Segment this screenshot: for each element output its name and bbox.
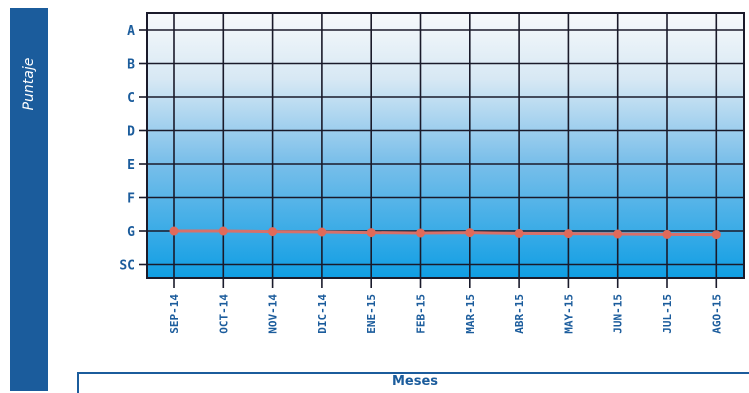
data-point bbox=[465, 228, 475, 238]
data-point bbox=[563, 229, 573, 239]
data-point bbox=[218, 226, 228, 236]
x-tick-label: MAR-15 bbox=[464, 294, 477, 334]
x-tick-label: FEB-15 bbox=[415, 294, 428, 334]
y-tick-label: E bbox=[127, 158, 135, 173]
series-line bbox=[174, 229, 717, 237]
y-tick-label: G bbox=[127, 225, 135, 240]
data-point bbox=[169, 226, 179, 236]
data-point bbox=[613, 229, 623, 239]
data-point bbox=[416, 228, 425, 238]
plot-area bbox=[146, 12, 745, 279]
x-tick-label: ABR-15 bbox=[513, 294, 526, 334]
data-points bbox=[169, 226, 721, 240]
x-tick-label: SEP-14 bbox=[168, 294, 181, 334]
x-tick-label: JUL-15 bbox=[661, 294, 674, 334]
data-point bbox=[366, 228, 376, 238]
x-tick-label: MAY-15 bbox=[562, 294, 575, 334]
x-tick-label: DIC-14 bbox=[316, 294, 329, 334]
data-point bbox=[662, 229, 672, 239]
x-tick-label: AGO-15 bbox=[710, 294, 723, 334]
x-tick-label: OCT-14 bbox=[217, 294, 230, 334]
x-ticks: SEP-14 OCT-14 NOV-14 DIC-14 ENE-15 FEB-15 MAR-… bbox=[168, 278, 723, 334]
y-tick-label: C bbox=[127, 91, 135, 106]
y-tick-label: A bbox=[127, 24, 135, 39]
y-tick-label: SC bbox=[119, 259, 135, 274]
x-tick-label: ENE-15 bbox=[365, 294, 378, 334]
data-point bbox=[514, 228, 524, 238]
y-axis-title-bar: Puntaje bbox=[10, 8, 48, 391]
x-axis-title: Meses bbox=[391, 374, 439, 389]
data-point bbox=[268, 227, 278, 237]
data-point bbox=[317, 227, 327, 237]
y-tick-label: D bbox=[127, 125, 135, 140]
y-tick-label: F bbox=[127, 192, 135, 207]
x-tick-label: JUN-15 bbox=[612, 294, 625, 334]
y-tick-label: B bbox=[127, 58, 135, 73]
y-ticks: A B C D E F G SC bbox=[119, 24, 147, 274]
data-point bbox=[711, 230, 721, 240]
x-axis-title-box: Meses bbox=[77, 372, 749, 393]
x-tick-label: NOV-14 bbox=[267, 294, 280, 334]
